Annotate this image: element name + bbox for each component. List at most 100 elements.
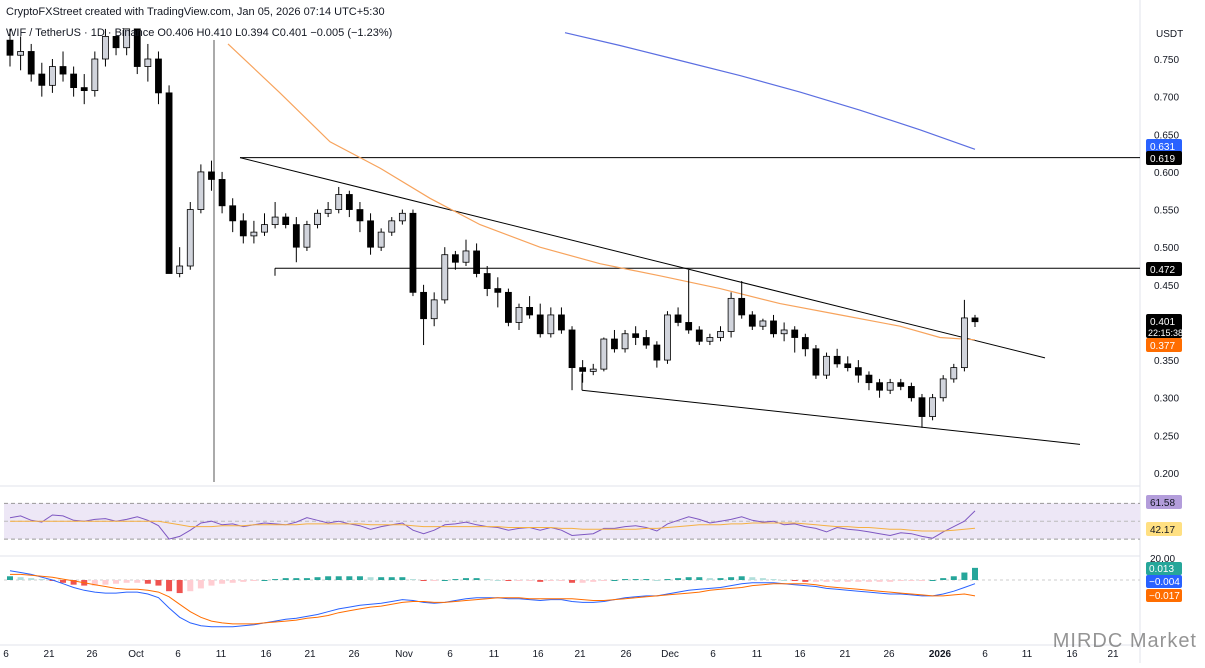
macd-histogram-bar (685, 577, 692, 580)
candle-up (950, 367, 958, 380)
rsi-axis-label: 20.00 (1150, 554, 1175, 565)
candle-up (49, 66, 56, 86)
macd-histogram-bar (240, 580, 247, 582)
candle-up (939, 378, 947, 399)
macd-histogram-bar (187, 580, 194, 592)
x-tick-label: 6 (447, 649, 453, 660)
macd-histogram-bar (272, 579, 279, 581)
candle-down (367, 220, 374, 248)
wedge-lower-trendline (581, 389, 1081, 445)
candle-down (133, 28, 141, 67)
candle-down (844, 363, 852, 369)
moving-average-blue (564, 32, 976, 150)
x-tick-label: Dec (661, 649, 679, 660)
candle-up (706, 337, 714, 342)
x-tick-label: 11 (489, 649, 500, 660)
macd-histogram-bar (303, 578, 310, 580)
symbol-header: WIF / TetherUS · 1D · Binance O0.406 H0.… (6, 27, 392, 39)
candle-up (197, 171, 205, 210)
macd-histogram-bar (282, 578, 289, 580)
x-tick-label: Nov (395, 649, 413, 660)
macd-histogram-bar (378, 577, 385, 580)
candle-up (441, 254, 449, 301)
candle-up (271, 216, 279, 225)
candle-down (356, 209, 364, 222)
macd-histogram-bar (940, 578, 947, 580)
x-tick-label: 21 (43, 649, 55, 660)
macd-histogram-bar (717, 578, 724, 580)
candle-down (218, 179, 226, 207)
candle-up (600, 338, 608, 370)
macd-histogram-bar (876, 580, 883, 582)
macd-tag-label: 0.013 (1149, 564, 1174, 575)
macd-histogram-bar (197, 580, 204, 589)
macd-histogram-bar (569, 580, 576, 583)
candle-down (579, 367, 587, 372)
x-tick-label: 16 (260, 649, 272, 660)
candle-down (505, 291, 512, 323)
x-tick-label: 16 (532, 649, 544, 660)
macd-histogram-bar (664, 579, 671, 581)
price-change: −0.005 (−1.23%) (310, 27, 393, 39)
macd-tag-label: −0.004 (1149, 577, 1180, 588)
candle-up (335, 194, 343, 210)
symbol-title[interactable]: WIF / TetherUS · 1D · Binance (6, 27, 155, 39)
candle-up (377, 231, 385, 248)
moving-average-orange (227, 43, 976, 341)
rsi-ma-tag (1146, 522, 1182, 536)
macd-histogram-bar (123, 580, 130, 583)
candle-up (823, 355, 830, 376)
x-tick-label: 26 (86, 649, 98, 660)
candle-up (91, 58, 99, 92)
candle-up (186, 209, 194, 267)
candle-down (536, 314, 544, 335)
macd-histogram-bar (17, 577, 24, 580)
rsi-tag (1146, 495, 1182, 509)
macd-histogram-bar (473, 578, 480, 580)
price-tag-orange-ma-label: 0.377 (1150, 341, 1175, 352)
candle-down (112, 36, 120, 49)
price-tag-level (1146, 262, 1182, 276)
x-tick-label: 21 (839, 649, 851, 660)
x-tick-label: 11 (752, 649, 763, 660)
macd-histogram-bar (918, 580, 925, 581)
macd-histogram-bar (144, 580, 151, 584)
candle-up (547, 314, 555, 335)
macd-histogram-bar (431, 580, 438, 581)
candle-up (261, 224, 268, 233)
macd-histogram-bar (526, 580, 533, 581)
candle-down (526, 306, 534, 316)
macd-histogram-bar (219, 580, 226, 584)
candle-down (876, 382, 883, 391)
x-tick-label: 26 (883, 649, 895, 660)
macd-histogram-bar (314, 577, 321, 580)
candle-down (409, 212, 417, 293)
y-tick-label: 0.250 (1154, 431, 1179, 442)
macd-histogram-bar (38, 579, 45, 581)
candle-down (292, 224, 300, 248)
candle-up (102, 36, 109, 60)
candle-up (176, 265, 184, 274)
candle-down (971, 317, 979, 323)
x-tick-label: 6 (982, 649, 988, 660)
macd-histogram-bar (28, 578, 35, 580)
macd-histogram-bar (929, 580, 936, 581)
macd-histogram-bar (728, 577, 735, 580)
macd-histogram-bar (70, 580, 77, 585)
candle-down (897, 382, 905, 387)
candle-down (6, 39, 14, 56)
price-tag-last-label: 0.401 (1150, 317, 1175, 328)
macd-histogram-bar (134, 580, 141, 583)
macd-histogram-bar (611, 580, 618, 581)
macd-histogram-bar (887, 580, 894, 582)
macd-histogram-bar (420, 580, 427, 581)
x-tick-label: 11 (216, 649, 227, 660)
candle-up (886, 382, 894, 391)
candle-up (780, 329, 788, 335)
x-tick-label: 6 (175, 649, 181, 660)
macd-histogram-bar (972, 567, 978, 580)
macd-histogram-bar (781, 580, 788, 581)
macd-histogram-bar (441, 580, 448, 581)
macd-tag (1146, 562, 1182, 575)
